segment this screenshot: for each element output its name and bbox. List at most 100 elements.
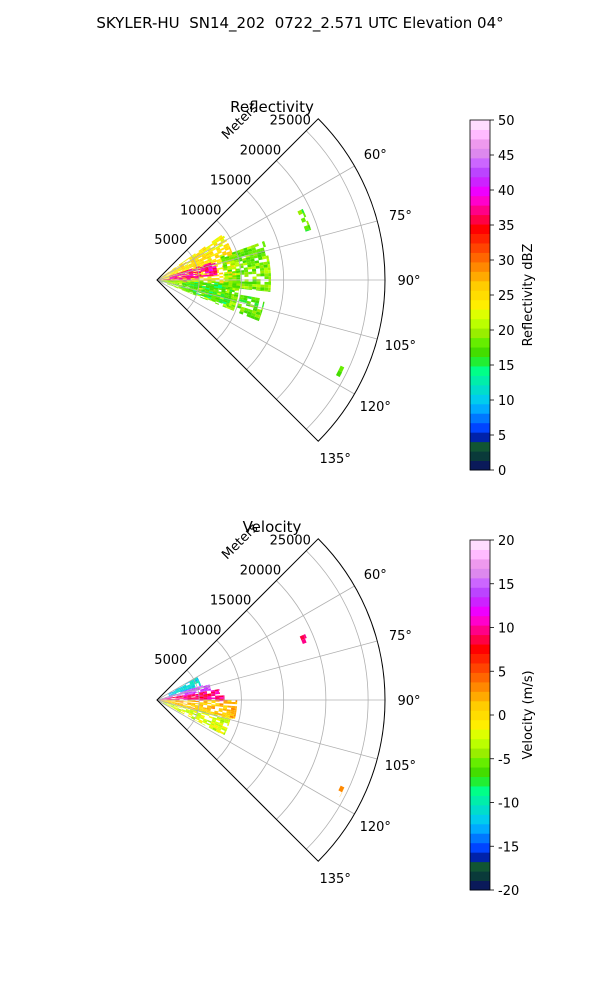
- radar-gate: [172, 267, 177, 271]
- radar-gate: [190, 259, 195, 263]
- radar-gate: [259, 265, 264, 269]
- radar-gate: [175, 696, 180, 698]
- radar-gate: [201, 254, 207, 258]
- radar-gate: [307, 224, 311, 230]
- radar-gate: [217, 714, 222, 717]
- radar-gate: [183, 703, 188, 705]
- radar-gate: [187, 686, 192, 690]
- radar-gate: [195, 281, 200, 283]
- radar-gate: [211, 694, 216, 697]
- radar-gate: [163, 698, 168, 700]
- radar-gate: [202, 709, 207, 712]
- radar-gate: [231, 266, 236, 270]
- radar-gate: [191, 717, 195, 720]
- radar-gate: [173, 276, 178, 278]
- radar-gate: [264, 273, 269, 277]
- range-tick-label: 25000: [270, 114, 311, 129]
- radar-gate: [172, 273, 177, 276]
- radar-gate: [199, 704, 204, 707]
- radar-gate: [176, 267, 181, 271]
- radar-gate: [207, 278, 212, 280]
- radar-gate: [191, 700, 196, 703]
- radar-gate: [231, 302, 237, 306]
- radar-gate: [209, 289, 214, 292]
- radar-gate: [204, 260, 209, 263]
- radar-gate: [236, 283, 241, 286]
- radar-gate: [235, 706, 237, 709]
- radar-gate: [179, 695, 184, 697]
- radar-gate: [227, 253, 232, 257]
- radar-gate: [226, 711, 231, 714]
- radar-gate: [239, 294, 245, 298]
- colorbar-swatch: [470, 347, 490, 357]
- radar-gate: [221, 250, 227, 255]
- radar-gate: [226, 302, 230, 306]
- radar-gate: [227, 705, 232, 708]
- radar-gate: [224, 286, 229, 288]
- radar-gate: [169, 697, 173, 698]
- radar-gate: [220, 719, 225, 723]
- radar-gate: [214, 261, 216, 263]
- radar-gate: [191, 702, 196, 705]
- radar-gate: [186, 685, 191, 688]
- radar-gate: [305, 229, 310, 232]
- colorbar-tick-label: 35: [498, 219, 515, 234]
- radar-gate: [194, 707, 199, 709]
- radar-gate: [268, 279, 271, 282]
- radar-gate: [220, 717, 225, 721]
- colorbar-swatch: [470, 748, 490, 759]
- azimuth-spoke: [156, 699, 355, 815]
- radar-gate: [208, 688, 211, 691]
- range-tick-label: 5000: [154, 653, 187, 668]
- radar-gate: [194, 276, 199, 278]
- radar-gate: [335, 370, 342, 378]
- radar-gate: [248, 271, 253, 275]
- radar-gate: [181, 709, 186, 712]
- radar-gate: [193, 273, 198, 276]
- radar-gate: [225, 287, 230, 290]
- radar-gate: [201, 276, 206, 277]
- radar-gate: [236, 285, 241, 289]
- radar-gate: [258, 256, 263, 261]
- radar-gate: [185, 711, 190, 714]
- colorbar-swatch: [470, 606, 490, 617]
- radar-gate: [264, 287, 269, 291]
- radar-gate: [341, 787, 345, 793]
- radar-gate: [256, 289, 261, 291]
- radar-gate: [188, 264, 193, 268]
- radar-gate: [193, 710, 198, 713]
- radar-gate: [201, 274, 206, 277]
- colorbar-swatch: [470, 214, 490, 225]
- radar-gate: [181, 287, 186, 290]
- radar-gate: [168, 692, 173, 695]
- radar-gate: [200, 691, 205, 693]
- radar-gate: [237, 295, 239, 298]
- radar-gate: [196, 714, 201, 718]
- colorbar-swatch: [470, 375, 490, 386]
- radar-gate: [207, 257, 212, 261]
- figure-title: SKYLER-HU SN14_202 0722_2.571 UTC Elevat…: [96, 14, 504, 32]
- radar-gate: [179, 688, 184, 691]
- colorbar-swatch: [470, 309, 490, 320]
- radar-gate: [251, 263, 256, 267]
- radar-gate: [210, 707, 216, 710]
- radar-gate: [255, 265, 260, 269]
- radar-gate: [199, 685, 204, 688]
- colorbar-swatch: [470, 394, 490, 405]
- radar-gate: [201, 263, 206, 267]
- radar-gate: [254, 243, 259, 248]
- radar-gate: [192, 290, 197, 293]
- radar-gate: [194, 282, 199, 285]
- colorbar-swatch: [470, 577, 490, 588]
- radar-gate: [199, 294, 204, 297]
- radar-gate: [235, 268, 241, 271]
- radar-gate: [223, 243, 228, 248]
- radar-gate: [170, 284, 175, 287]
- radar-gate: [252, 249, 257, 254]
- radar-gate: [218, 709, 223, 713]
- radar-gate: [171, 280, 176, 282]
- radar-gate: [250, 244, 256, 249]
- radar-gate: [177, 269, 182, 272]
- radar-gate: [208, 259, 213, 263]
- radar-gate: [232, 270, 237, 274]
